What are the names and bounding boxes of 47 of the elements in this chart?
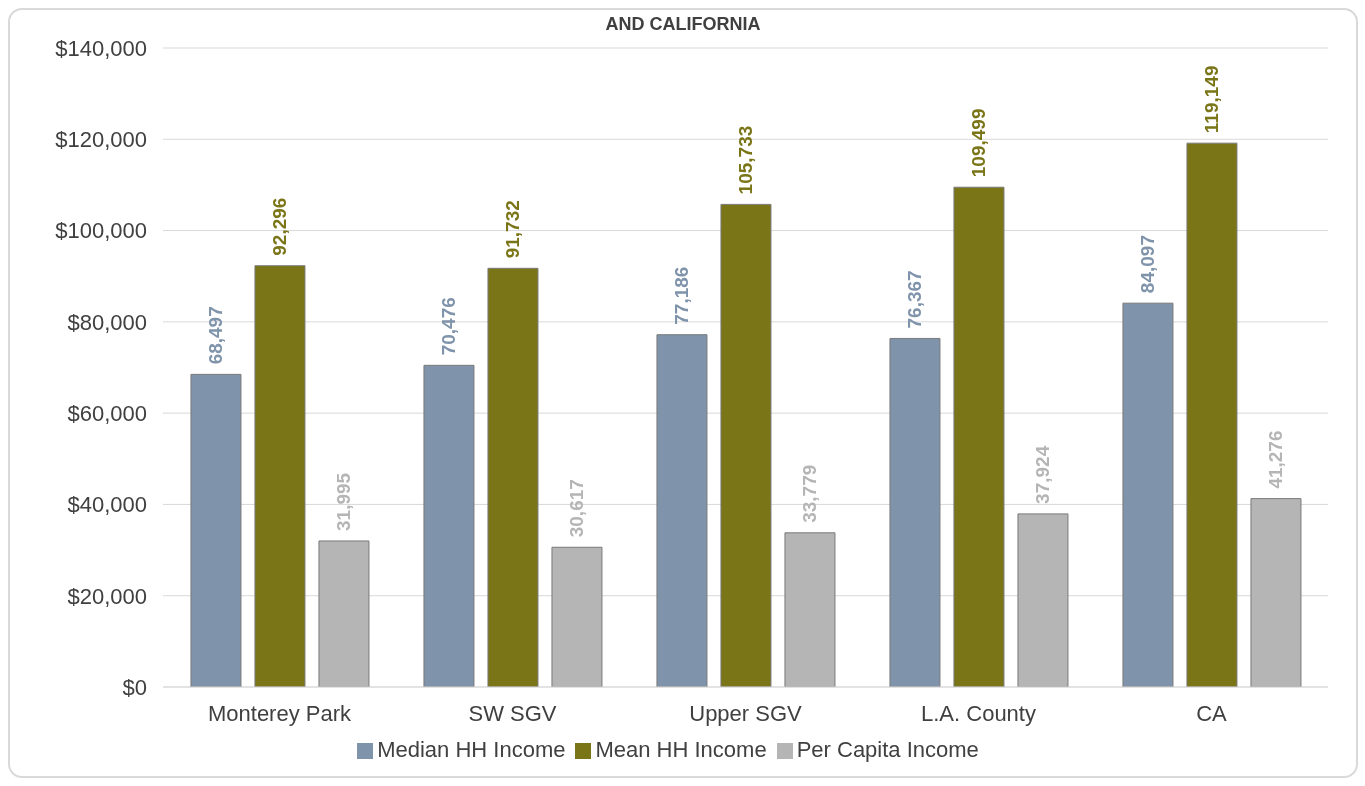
bar <box>720 203 772 687</box>
data-label: 70,476 <box>438 297 460 356</box>
bar <box>254 265 306 687</box>
bar <box>656 334 708 687</box>
bar <box>889 337 941 687</box>
x-tick-label: CA <box>1196 700 1228 726</box>
bar <box>190 373 242 687</box>
bar <box>1122 302 1174 687</box>
data-label: 105,733 <box>735 125 757 195</box>
bar <box>318 540 370 687</box>
bar <box>423 364 475 687</box>
y-tick-label: $0 <box>122 674 147 700</box>
legend-label: Mean HH Income <box>595 737 767 762</box>
bar <box>784 532 836 687</box>
x-tick-label: Monterey Park <box>207 700 353 726</box>
bar <box>1017 513 1069 687</box>
bar <box>1250 498 1302 687</box>
x-tick-label: Upper SGV <box>689 700 803 726</box>
y-tick-label: $60,000 <box>67 400 147 426</box>
y-tick-label: $140,000 <box>55 35 147 61</box>
y-tick-label: $100,000 <box>55 218 147 244</box>
legend-label: Median HH Income <box>377 737 566 762</box>
x-tick-label: SW SGV <box>468 700 557 726</box>
chart-title: AND CALIFORNIA <box>604 14 762 35</box>
data-label: 31,995 <box>333 472 355 531</box>
y-tick-label: $20,000 <box>67 583 147 609</box>
data-label: 91,732 <box>502 200 524 259</box>
data-label: 37,924 <box>1032 445 1054 504</box>
bar <box>551 546 603 687</box>
y-tick-label: $80,000 <box>67 309 147 335</box>
data-label: 84,097 <box>1137 235 1159 294</box>
data-label: 33,779 <box>799 464 821 523</box>
data-label: 92,296 <box>269 197 291 256</box>
legend-label: Per Capita Income <box>796 737 979 762</box>
y-tick-label: $120,000 <box>55 127 147 153</box>
y-tick-label: $40,000 <box>67 492 147 518</box>
bar <box>1186 142 1238 687</box>
data-label: 109,499 <box>968 108 990 178</box>
x-tick-label: L.A. County <box>921 700 1036 726</box>
bar <box>953 186 1005 687</box>
data-label: 77,186 <box>671 266 693 325</box>
data-label: 68,497 <box>205 306 227 365</box>
bar <box>487 267 539 687</box>
data-label: 30,617 <box>566 479 588 538</box>
data-label: 76,367 <box>904 270 926 329</box>
data-label: 41,276 <box>1265 430 1287 489</box>
data-label: 119,149 <box>1201 65 1223 134</box>
